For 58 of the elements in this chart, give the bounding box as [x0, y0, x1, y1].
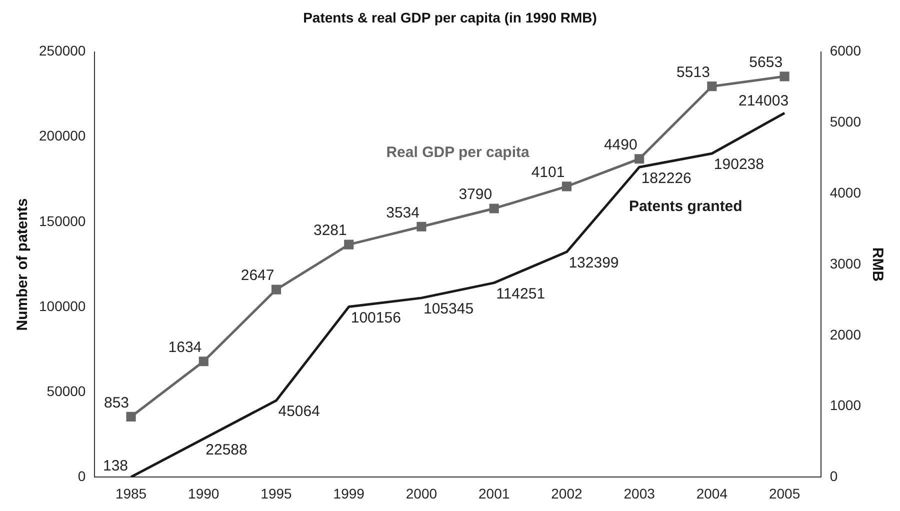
data-label: 190238	[714, 156, 764, 174]
data-label: 45064	[278, 403, 320, 420]
y2-tick-label: 3000	[830, 255, 862, 272]
data-label: 100156	[350, 309, 401, 326]
x-tick-label: 2005	[768, 485, 800, 502]
y2-tick-label: 0	[830, 468, 838, 484]
y-tick-label: 100000	[39, 298, 86, 314]
y2-axis-title: RMB	[868, 247, 886, 282]
y-axis-title: Number of patents	[14, 198, 32, 331]
data-label: 138	[102, 458, 128, 475]
point	[489, 204, 499, 214]
data-label: 182226	[641, 170, 692, 187]
x-tick-label: 2000	[406, 485, 438, 502]
point	[126, 412, 136, 422]
y-tick-label: 50000	[46, 382, 86, 399]
data-label: 3534	[386, 204, 420, 222]
data-label: 214003	[738, 92, 789, 110]
y2-tick-label: 4000	[830, 184, 862, 200]
y2-tick-label: 1000	[830, 397, 862, 414]
point	[198, 356, 208, 366]
data-label: 3281	[313, 222, 347, 240]
y-tick-label: 200000	[39, 128, 86, 144]
data-label: 22588	[206, 441, 248, 458]
point	[707, 82, 717, 92]
chart-title: Patents & real GDP per capita (in 1990 RMB)	[303, 9, 597, 26]
x-tick-label: 2001	[478, 485, 510, 502]
y-tick-label: 150000	[39, 212, 86, 229]
y-tick-label: 0	[78, 468, 86, 484]
data-label: 114251	[496, 285, 546, 302]
data-label: 3790	[458, 186, 492, 204]
data-label: 5513	[676, 64, 710, 81]
text: Real GDP per capita	[386, 144, 530, 162]
x-tick-label: 1990	[188, 485, 220, 502]
y-tick-label: 250000	[39, 42, 86, 59]
data-label: 2647	[240, 267, 274, 284]
point	[780, 72, 790, 82]
x-tick-label: 1999	[333, 485, 365, 502]
point	[562, 182, 572, 192]
x-tick-label: 2002	[551, 485, 582, 502]
data-label: 132399	[568, 254, 619, 272]
data-label: 4490	[604, 136, 638, 154]
x-tick-label: 2004	[696, 485, 728, 502]
y2-tick-label: 6000	[830, 42, 862, 59]
x-tick-label: 1985	[115, 485, 147, 502]
data-label: 853	[104, 394, 130, 412]
data-label: 4101	[531, 164, 565, 182]
x-tick-label: 2003	[624, 485, 656, 502]
y2-tick-label: 5000	[830, 114, 862, 130]
data-label: 105345	[423, 300, 474, 318]
y2-tick-label: 2000	[830, 326, 862, 342]
point	[271, 284, 282, 294]
point	[344, 240, 354, 250]
point	[416, 222, 426, 232]
data-label: 1634	[168, 338, 202, 356]
data-label: 5653	[749, 54, 783, 72]
x-tick-label: 1995	[260, 485, 292, 502]
point	[634, 154, 644, 164]
series-label: Patents granted	[628, 198, 742, 215]
